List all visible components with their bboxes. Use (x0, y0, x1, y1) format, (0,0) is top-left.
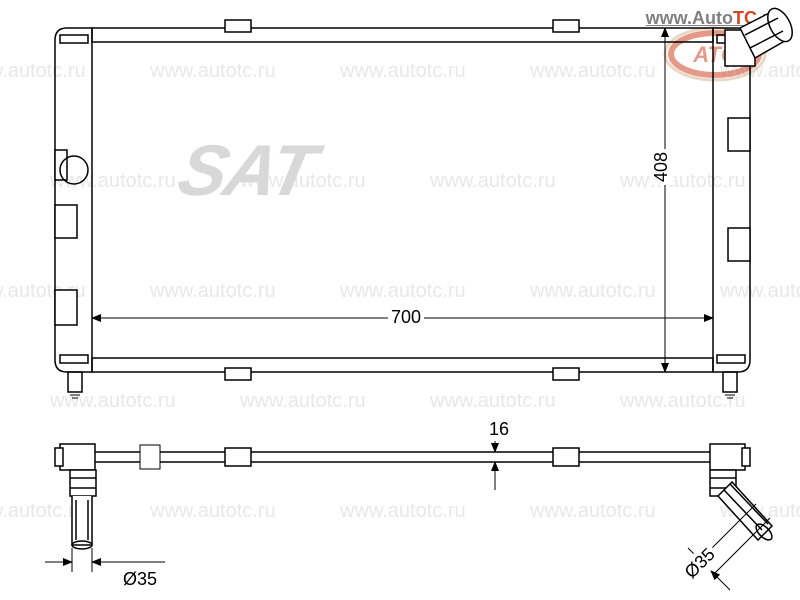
technical-drawing (0, 0, 800, 600)
top-view (55, 444, 775, 549)
dim-height-label: 408 (650, 149, 673, 185)
front-view (55, 4, 797, 398)
drawing-canvas: www.autotc.ru www.autotc.ru www.autotc.r… (0, 0, 800, 600)
dim-thickness-label: 16 (486, 418, 512, 441)
dim-width-label: 700 (388, 306, 424, 329)
dim-dia-left-label: Ø35 (120, 568, 160, 591)
dim-height (640, 28, 680, 372)
